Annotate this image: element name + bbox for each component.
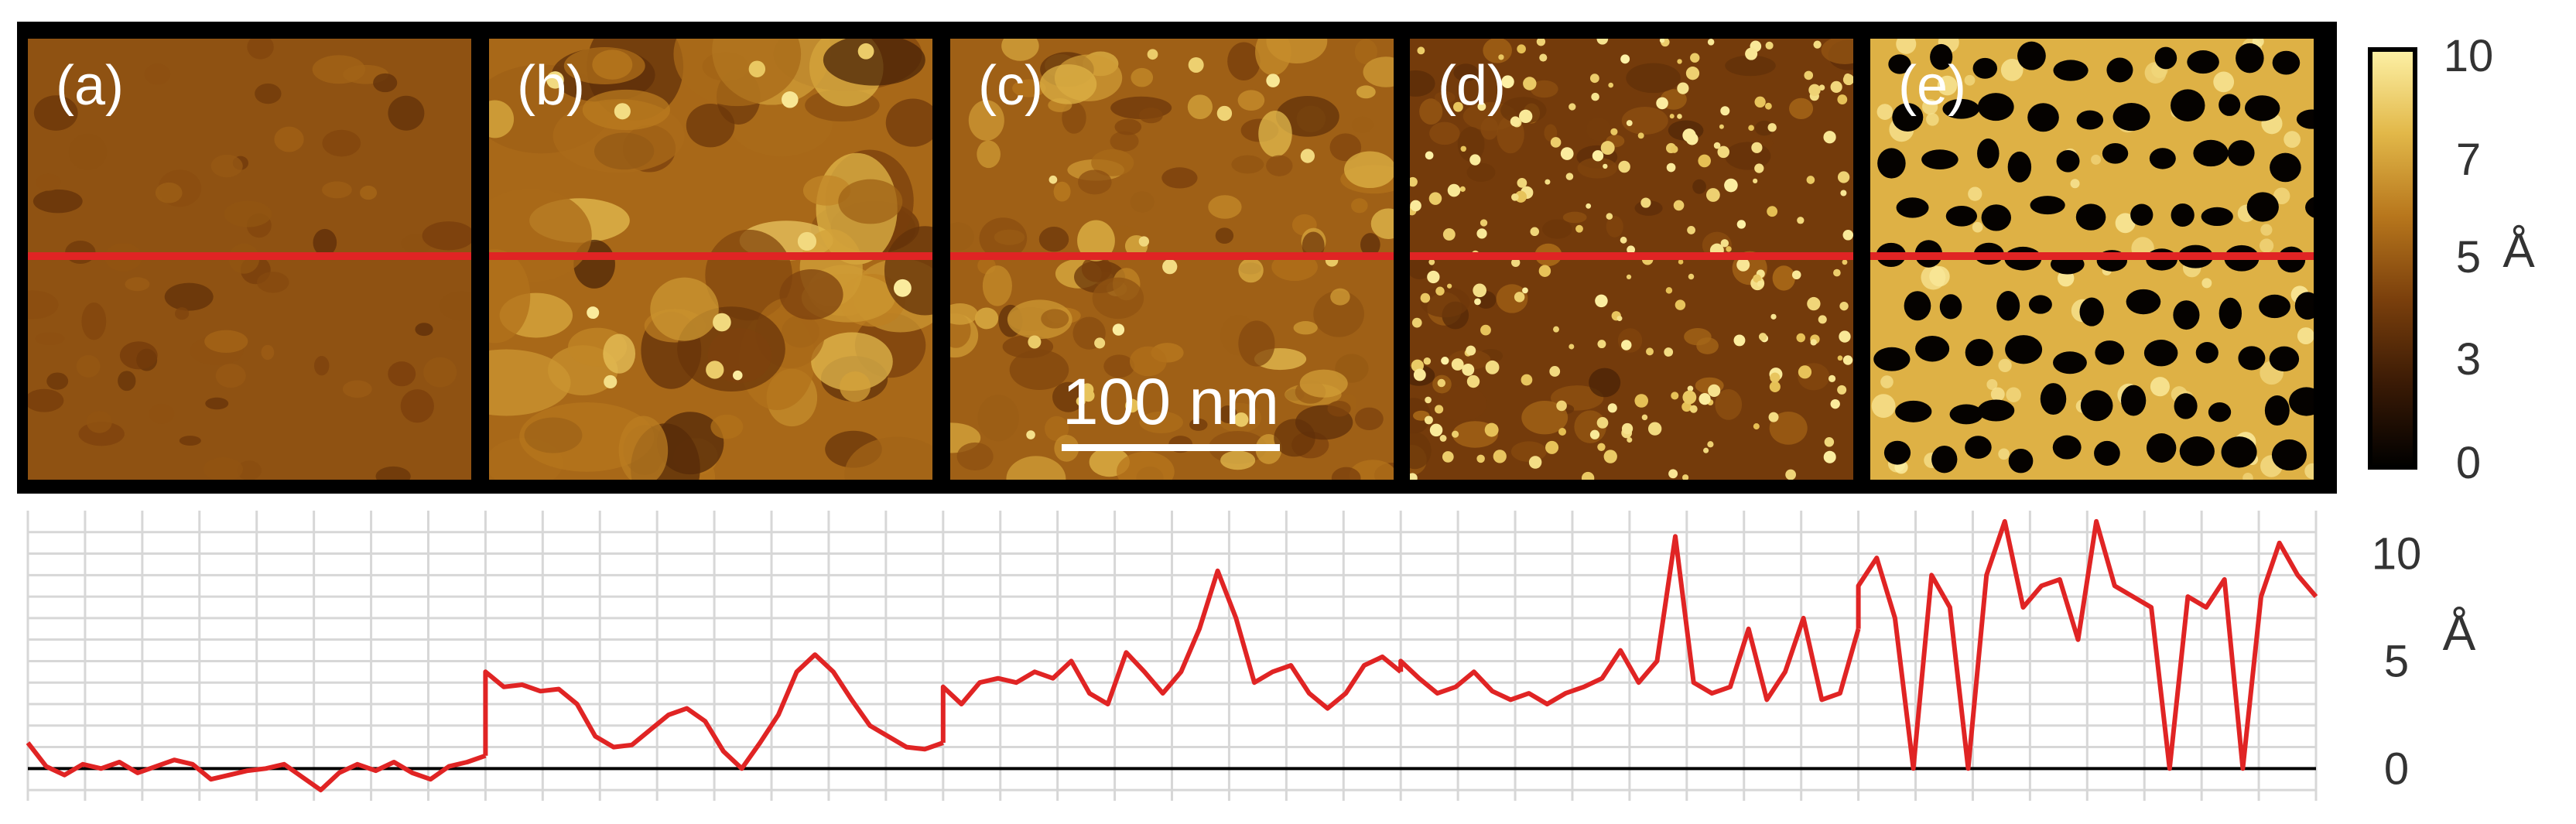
profile-series-e: [1856, 518, 2318, 771]
afm-panel-e: (e): [1870, 39, 2314, 480]
colorbar-tick-label: 0: [2456, 438, 2481, 488]
profile-series-a: [26, 741, 487, 793]
colorbar-tick-label: 3: [2456, 334, 2481, 385]
profile-line-marker: [1870, 252, 2314, 260]
scale-bar-label: 100 nm: [1062, 365, 1279, 438]
panel-label: (e): [1898, 55, 1966, 117]
profile-line-marker: [28, 252, 471, 260]
panel-label: (b): [517, 55, 585, 117]
afm-panel-b: (b): [489, 39, 932, 480]
scale-bar-line: [1062, 444, 1280, 451]
colorbar-tick-label: 7: [2456, 135, 2481, 185]
y-axis-label: Å: [2443, 605, 2476, 661]
scale-bar: 100 nm: [1062, 365, 1280, 451]
profile-series-b: [483, 652, 944, 771]
y-tick-label: 10: [2372, 529, 2422, 580]
y-tick-label: 5: [2384, 636, 2409, 686]
profile-series-d: [1398, 534, 1861, 706]
afm-panel-c: (c): [950, 39, 1394, 480]
panel-label: (d): [1438, 55, 1506, 117]
y-tick-label: 0: [2384, 744, 2409, 794]
afm-panel-a: (a): [28, 39, 471, 480]
profile-line-marker: [1410, 252, 1853, 260]
panel-label: (c): [978, 55, 1043, 117]
profile-line-marker: [950, 252, 1394, 260]
colorbar-gradient: [2368, 47, 2417, 470]
colorbar-tick-label: 10: [2444, 31, 2494, 81]
colorbar: 10 7 5 3 0 Å: [2368, 31, 2535, 488]
profile-line-marker: [489, 252, 932, 260]
afm-panel-d: (d): [1410, 39, 1853, 480]
profile-series-c: [940, 568, 1403, 743]
colorbar-tick-label: 5: [2456, 232, 2481, 282]
panel-label: (a): [56, 55, 124, 117]
afm-panels: (a) (b) (c) (d) (e) 100 nm: [28, 39, 2314, 480]
colorbar-unit: Å: [2502, 224, 2535, 278]
profile-chart: 0 5 10 Å: [26, 511, 2476, 801]
